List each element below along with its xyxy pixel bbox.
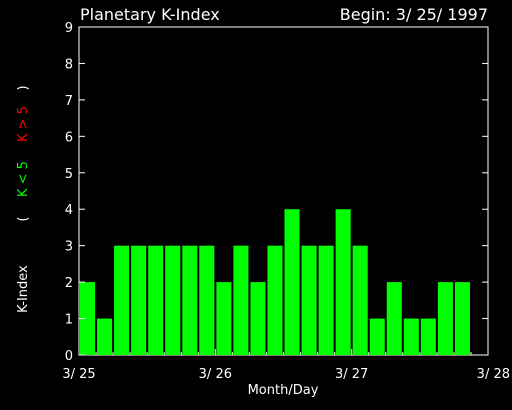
y-axis-label-close-paren: ) <box>16 85 31 90</box>
svg-text:K-Index ( K < 5: K-Index ( K < 5 K > 5 ) <box>16 85 31 312</box>
y-axis-label-low: K < 5 <box>16 161 31 197</box>
k-index-bar <box>284 209 300 355</box>
x-tick-label: 3/ 28 <box>477 367 510 382</box>
k-index-bar <box>216 282 232 355</box>
x-tick-label: 3/ 25 <box>62 367 95 382</box>
k-index-bar <box>352 245 368 355</box>
k-index-bar <box>301 245 317 355</box>
chart-subtitle: Begin: 3/ 25/ 1997 <box>340 5 488 24</box>
y-tick-label: 1 <box>65 313 73 328</box>
k-index-bar <box>182 245 198 355</box>
k-index-bar <box>369 318 385 355</box>
k-index-bar <box>318 245 334 355</box>
k-index-bar <box>131 245 147 355</box>
x-axis-label: Month/Day <box>248 383 319 398</box>
y-axis-label-high: K > 5 <box>16 106 31 142</box>
y-tick-label: 3 <box>65 240 73 255</box>
y-axis-label: K-Index ( K < 5 K > 5 ) <box>16 85 31 312</box>
k-index-bar <box>403 318 419 355</box>
bars-group <box>80 209 470 355</box>
y-tick-label: 8 <box>65 57 73 72</box>
k-index-bar <box>437 282 453 355</box>
y-tick-label: 6 <box>65 130 73 145</box>
k-index-bar <box>199 245 215 355</box>
y-tick-label: 7 <box>65 94 73 109</box>
y-tick-label: 9 <box>65 21 73 36</box>
k-index-bar <box>420 318 436 355</box>
y-tick-label: 2 <box>65 276 73 291</box>
x-tick-label: 3/ 26 <box>199 367 232 382</box>
y-tick-label: 5 <box>65 167 73 182</box>
k-index-bar <box>148 245 164 355</box>
y-tick-label: 4 <box>65 203 73 218</box>
x-tick-label: 3/ 27 <box>335 367 368 382</box>
k-index-bar <box>233 245 249 355</box>
k-index-bar <box>335 209 351 355</box>
chart-title: Planetary K-Index <box>80 5 220 24</box>
k-index-bar <box>165 245 181 355</box>
k-index-bar <box>80 282 96 355</box>
y-axis-ticks: 0 1 2 3 4 5 6 7 8 9 <box>65 21 488 364</box>
k-index-bar <box>250 282 266 355</box>
y-axis-label-open-paren: ( <box>16 217 31 222</box>
k-index-bar <box>386 282 402 355</box>
y-tick-label: 0 <box>65 349 73 364</box>
k-index-bar <box>114 245 130 355</box>
x-axis-ticks: 3/ 25 3/ 26 3/ 27 3/ 28 <box>62 349 510 382</box>
y-axis-label-main: K-Index <box>16 265 31 313</box>
k-index-bar <box>97 318 113 355</box>
k-index-bar <box>454 282 470 355</box>
k-index-bar <box>267 245 283 355</box>
